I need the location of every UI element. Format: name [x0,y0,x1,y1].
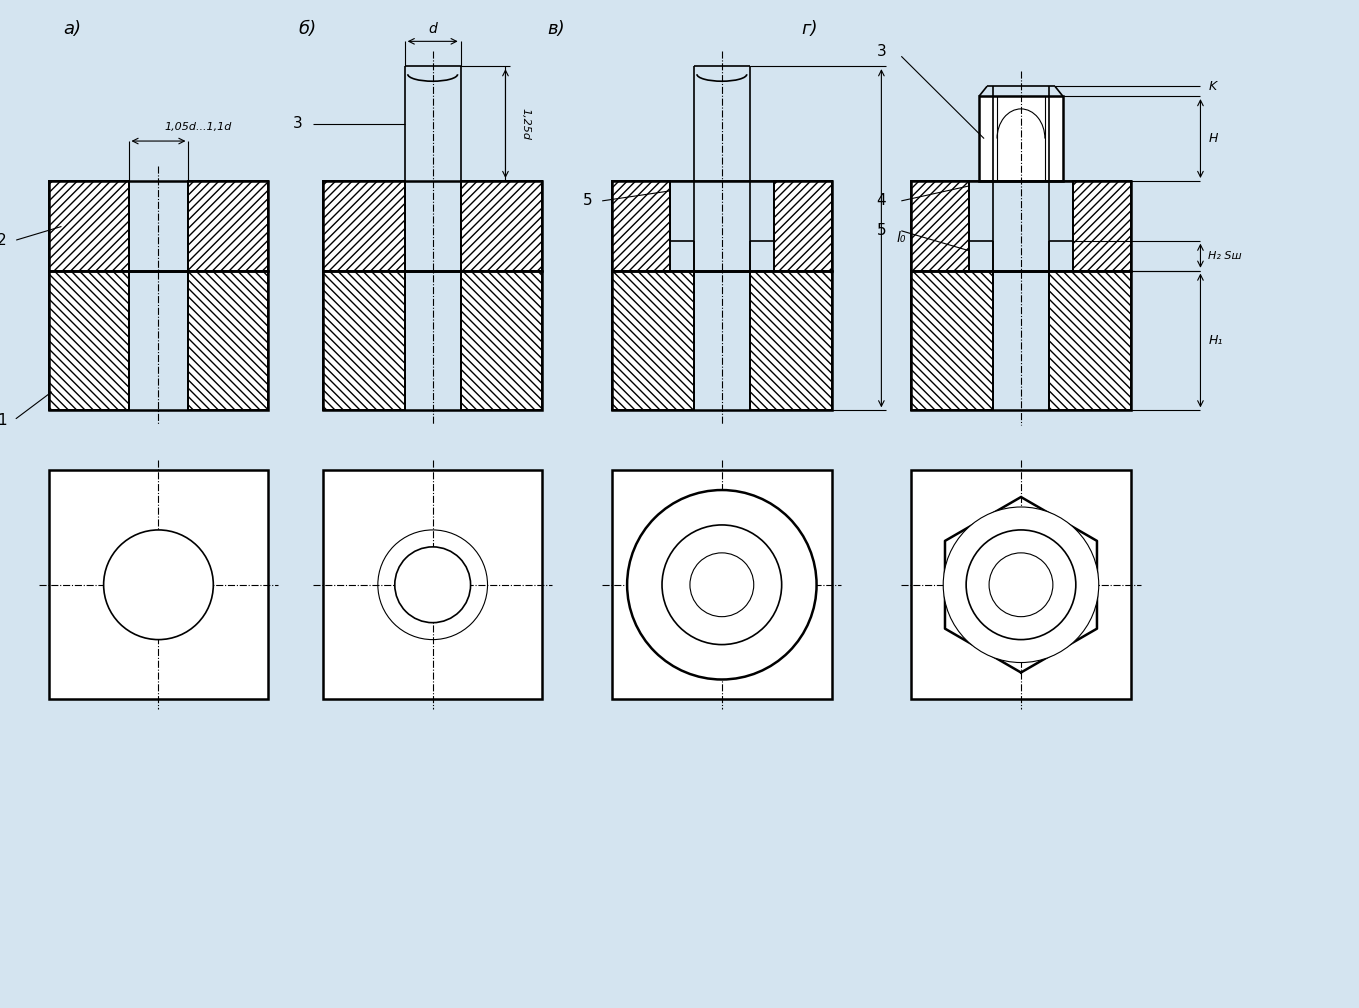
Bar [773,180,832,271]
Text: 5: 5 [583,194,593,209]
Bar [912,180,969,271]
Bar [912,180,1131,271]
Text: 1: 1 [0,412,7,427]
Bar [612,180,832,271]
Text: 1,25d: 1,25d [520,108,530,139]
Circle shape [626,490,817,679]
Bar [49,180,129,271]
Bar [978,96,1063,180]
Bar [912,470,1131,700]
Bar [323,180,542,271]
Bar [912,180,969,271]
Bar [323,271,405,410]
Bar [323,180,405,271]
Bar [461,180,542,271]
Circle shape [943,507,1099,662]
Bar [612,271,832,410]
Bar [612,271,694,410]
Bar [912,271,993,410]
Text: K: K [1208,80,1216,93]
Bar [461,271,542,410]
Bar [323,271,405,410]
Text: 4: 4 [877,194,886,209]
Bar [612,470,832,700]
Bar [461,180,542,271]
Text: H: H [1208,132,1218,145]
Text: 5: 5 [877,224,886,238]
Text: а): а) [64,20,82,38]
Bar [1072,180,1131,271]
Bar [612,180,670,271]
Bar [49,271,129,410]
Text: H₂ Sш: H₂ Sш [1208,251,1242,261]
Bar [1072,180,1131,271]
Bar [49,180,129,271]
Text: в): в) [548,20,565,38]
Bar [189,180,268,271]
Text: H₁: H₁ [1208,334,1223,347]
Bar [49,271,268,410]
Text: 1,05d...1,1d: 1,05d...1,1d [164,122,232,132]
Bar [323,271,542,410]
Text: б): б) [298,20,317,38]
Bar [1049,271,1131,410]
Bar [912,271,1131,410]
Bar [323,470,542,700]
Bar [49,470,268,700]
Bar [189,271,268,410]
Bar [750,271,832,410]
Circle shape [103,530,213,640]
Bar [323,180,405,271]
Bar [1049,271,1131,410]
Text: г): г) [802,20,818,38]
Text: 3: 3 [877,43,886,58]
Text: 2: 2 [0,233,7,248]
Text: 3: 3 [294,116,303,131]
Bar [189,271,268,410]
Bar [189,180,268,271]
Text: d: d [428,22,438,36]
Bar [750,271,832,410]
Bar [612,271,694,410]
Bar [49,271,129,410]
Text: l₀: l₀ [897,231,906,245]
Bar [612,180,670,271]
Bar [912,271,993,410]
Bar [49,180,268,271]
Bar [773,180,832,271]
Circle shape [394,547,470,623]
Bar [461,271,542,410]
